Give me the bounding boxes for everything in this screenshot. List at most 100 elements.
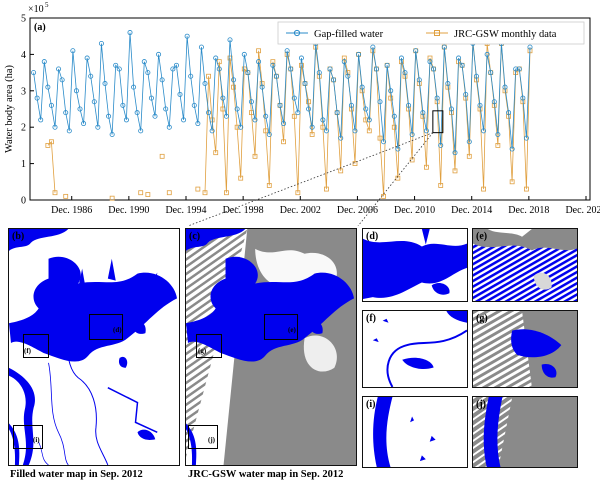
data-point-gap-filled — [523, 135, 529, 141]
y-tick-label: 0 — [21, 196, 26, 207]
legend-marker-gap-filled — [293, 29, 301, 37]
data-point-gap-filled — [141, 59, 147, 65]
data-point-gap-filled — [388, 88, 394, 94]
data-point-gap-filled — [116, 66, 122, 72]
data-point-jrc-gsw — [45, 142, 51, 148]
x-tick-label: Dec. 2014 — [451, 205, 492, 216]
data-point-gap-filled — [281, 121, 287, 127]
data-point-jrc-gsw — [252, 153, 258, 159]
data-point-gap-filled — [309, 124, 315, 130]
data-point-gap-filled — [159, 77, 165, 83]
data-point-gap-filled — [506, 110, 512, 116]
data-point-gap-filled — [263, 113, 269, 119]
chart-svg: 0 1 2 3 4 5×10 5 Water body area (ha) Dec. 1986 D… — [4, 1, 600, 226]
data-point-jrc-gsw — [241, 66, 247, 72]
data-point-gap-filled — [381, 139, 387, 145]
data-point-gap-filled — [31, 70, 37, 76]
zoom-panel-f: (f) — [362, 310, 468, 388]
data-point-jrc-gsw — [366, 128, 372, 134]
data-point-jrc-gsw — [391, 124, 397, 130]
data-point-gap-filled — [466, 139, 472, 145]
data-point-gap-filled — [370, 44, 376, 50]
data-point-jrc-gsw — [145, 192, 151, 197]
data-point-gap-filled — [102, 81, 108, 87]
zoom-indicator-box — [432, 110, 444, 134]
data-point-gap-filled — [123, 117, 129, 123]
data-point-gap-filled — [245, 70, 251, 76]
zoom-panel-i: (i) — [362, 396, 468, 468]
data-point-gap-filled — [152, 113, 158, 119]
data-point-gap-filled — [252, 117, 258, 123]
y-axis-label: Water body area (ha) — [4, 64, 15, 153]
data-point-gap-filled — [434, 95, 440, 101]
data-point-gap-filled — [56, 66, 62, 72]
data-point-gap-filled — [106, 113, 112, 119]
data-point-gap-filled — [234, 106, 240, 112]
data-point-gap-filled — [173, 62, 179, 68]
data-point-gap-filled — [45, 84, 51, 90]
zoom-image-f — [363, 311, 467, 387]
data-point-gap-filled — [109, 131, 115, 137]
data-point-gap-filled — [277, 102, 283, 108]
data-point-jrc-gsw — [266, 183, 272, 188]
data-point-gap-filled — [291, 95, 297, 101]
data-point-gap-filled — [227, 37, 233, 43]
data-point-gap-filled — [266, 131, 272, 137]
data-point-jrc-gsw — [338, 168, 344, 174]
data-point-gap-filled — [441, 44, 447, 50]
filled-water-map: (b) (d) (f) (i) — [8, 228, 180, 466]
data-point-gap-filled — [363, 106, 369, 112]
data-point-gap-filled — [384, 62, 390, 68]
data-point-gap-filled — [395, 146, 401, 152]
x-tick-label: Dec. 2002 — [280, 205, 321, 216]
data-point-gap-filled — [184, 33, 190, 39]
data-point-jrc-gsw — [295, 190, 301, 196]
data-point-gap-filled — [423, 128, 429, 134]
data-point-gap-filled — [488, 70, 494, 76]
data-point-gap-filled — [91, 99, 97, 105]
data-point-gap-filled — [148, 95, 154, 101]
data-point-jrc-gsw — [63, 193, 69, 199]
data-point-jrc-gsw — [309, 132, 315, 137]
zoom-image-i — [363, 397, 467, 467]
y-tick-label: 1 — [21, 159, 26, 170]
data-point-gap-filled — [359, 84, 365, 90]
data-point-jrc-gsw — [324, 186, 329, 192]
zoom-box-g — [196, 334, 222, 358]
data-point-gap-filled — [81, 121, 87, 127]
data-point-gap-filled — [366, 117, 372, 123]
data-point-jrc-gsw — [363, 117, 369, 123]
data-point-gap-filled — [34, 95, 40, 101]
data-point-gap-filled — [238, 124, 244, 130]
jrc-gsw-water-map: (c) (e) (g) (j) — [185, 228, 357, 466]
data-point-gap-filled — [302, 81, 308, 87]
data-point-gap-filled — [231, 77, 237, 83]
data-point-gap-filled — [352, 128, 358, 134]
data-point-gap-filled — [391, 113, 397, 119]
data-point-gap-filled — [448, 106, 454, 112]
data-point-gap-filled — [438, 142, 444, 148]
data-point-gap-filled — [509, 146, 515, 152]
zoom-box-label-j: (j) — [208, 436, 215, 444]
data-point-gap-filled — [131, 84, 137, 90]
data-point-gap-filled — [513, 66, 519, 72]
data-point-gap-filled — [156, 51, 162, 57]
data-point-gap-filled — [463, 91, 469, 97]
data-point-gap-filled — [166, 124, 172, 130]
data-point-jrc-gsw — [263, 128, 269, 134]
data-point-gap-filled — [198, 44, 204, 50]
data-point-gap-filled — [41, 59, 47, 65]
data-point-gap-filled — [163, 106, 169, 112]
series-line-gap-filled — [33, 32, 531, 153]
zoom-panel-j: (j) — [472, 396, 578, 468]
data-point-jrc-gsw — [166, 190, 172, 196]
data-point-gap-filled — [306, 106, 312, 112]
data-point-gap-filled — [398, 55, 404, 61]
data-point-gap-filled — [256, 59, 262, 65]
y-exponent-power: 5 — [45, 1, 49, 9]
data-point-gap-filled — [213, 55, 219, 61]
panel-label-e: (e) — [476, 231, 488, 242]
data-point-jrc-gsw — [195, 186, 201, 192]
zoom-box-j — [188, 425, 218, 449]
data-point-jrc-gsw — [524, 186, 529, 192]
